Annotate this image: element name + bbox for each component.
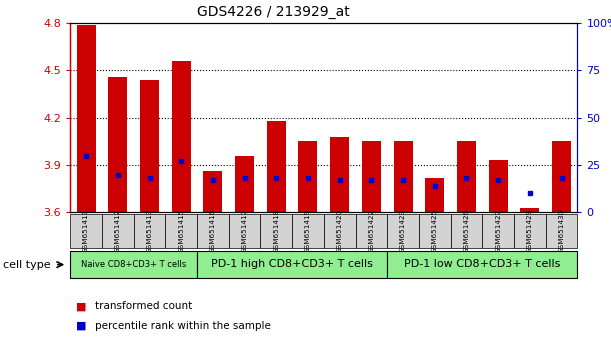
Text: GSM651415: GSM651415 <box>178 209 184 253</box>
Bar <box>362 141 381 212</box>
Bar <box>299 141 318 212</box>
Bar <box>324 214 356 248</box>
Bar <box>482 214 514 248</box>
Bar <box>387 214 419 248</box>
Bar <box>102 214 134 248</box>
Bar <box>229 214 260 248</box>
Text: GDS4226 / 213929_at: GDS4226 / 213929_at <box>197 5 349 19</box>
Bar <box>203 171 222 212</box>
Bar <box>70 251 197 278</box>
Text: GSM651419: GSM651419 <box>305 209 311 253</box>
Bar <box>235 155 254 212</box>
Text: GSM651422: GSM651422 <box>368 209 375 253</box>
Text: GSM651429: GSM651429 <box>527 209 533 253</box>
Text: ■: ■ <box>76 321 87 331</box>
Text: GSM651425: GSM651425 <box>432 209 437 253</box>
Bar <box>197 251 387 278</box>
Bar <box>166 214 197 248</box>
Bar <box>267 121 286 212</box>
Bar <box>197 214 229 248</box>
Bar <box>70 214 102 248</box>
Text: GSM651416: GSM651416 <box>210 209 216 253</box>
Text: PD-1 high CD8+CD3+ T cells: PD-1 high CD8+CD3+ T cells <box>211 259 373 269</box>
Bar <box>521 208 540 212</box>
Bar <box>387 251 577 278</box>
Bar <box>330 137 349 212</box>
Bar <box>546 214 577 248</box>
Text: cell type: cell type <box>3 259 51 270</box>
Text: GSM651423: GSM651423 <box>400 209 406 253</box>
Bar <box>425 178 444 212</box>
Text: GSM651427: GSM651427 <box>495 209 501 253</box>
Bar <box>260 214 292 248</box>
Text: percentile rank within the sample: percentile rank within the sample <box>95 321 271 331</box>
Text: PD-1 low CD8+CD3+ T cells: PD-1 low CD8+CD3+ T cells <box>404 259 560 269</box>
Text: ■: ■ <box>76 301 87 311</box>
Bar <box>292 214 324 248</box>
Text: GSM651430: GSM651430 <box>558 209 565 253</box>
Bar <box>489 160 508 212</box>
Text: transformed count: transformed count <box>95 301 192 311</box>
Text: Naive CD8+CD3+ T cells: Naive CD8+CD3+ T cells <box>81 259 186 269</box>
Text: GSM651418: GSM651418 <box>273 209 279 253</box>
Text: GSM651412: GSM651412 <box>115 209 121 253</box>
Text: GSM651413: GSM651413 <box>147 209 153 253</box>
Bar <box>393 141 412 212</box>
Bar <box>419 214 451 248</box>
Bar <box>451 214 482 248</box>
Bar <box>356 214 387 248</box>
Text: GSM651411: GSM651411 <box>83 209 89 253</box>
Bar <box>457 141 476 212</box>
Text: GSM651417: GSM651417 <box>241 209 247 253</box>
Bar <box>108 77 127 212</box>
Text: GSM651426: GSM651426 <box>464 209 469 253</box>
Bar <box>76 24 96 212</box>
Bar <box>514 214 546 248</box>
Bar <box>140 80 159 212</box>
Bar <box>172 61 191 212</box>
Bar <box>134 214 166 248</box>
Text: GSM651420: GSM651420 <box>337 209 343 253</box>
Bar <box>552 141 571 212</box>
